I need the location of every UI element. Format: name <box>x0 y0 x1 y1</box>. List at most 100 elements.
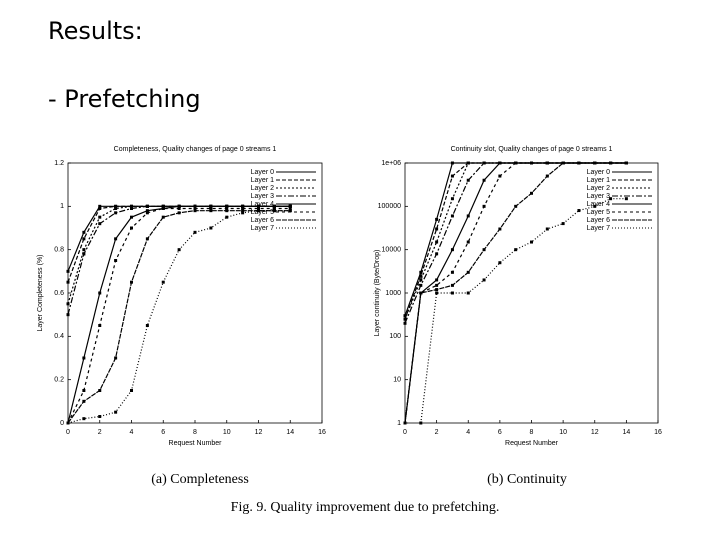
series-line <box>67 210 291 424</box>
point-marker <box>177 204 181 208</box>
legend-label: Layer 6 <box>251 217 274 224</box>
subfigure-caption: (b) Continuity <box>487 472 567 487</box>
point-marker <box>161 204 165 208</box>
point-marker <box>514 161 518 165</box>
point-marker <box>466 270 470 274</box>
x-tick-label: 4 <box>130 429 134 436</box>
y-tick-label: 10 <box>393 377 401 384</box>
point-marker <box>466 291 470 295</box>
bullet: - Prefetching <box>48 85 201 113</box>
point-marker <box>257 207 260 210</box>
point-marker <box>82 230 86 234</box>
point-marker <box>98 204 102 208</box>
point-marker <box>435 278 439 282</box>
point-marker <box>482 178 486 182</box>
x-tick-label: 14 <box>622 429 630 436</box>
y-tick-label: 0.4 <box>54 333 64 340</box>
legend-label: Layer 3 <box>587 193 610 200</box>
point-marker <box>545 161 549 165</box>
point-marker <box>114 410 118 414</box>
legend-label: Layer 5 <box>587 209 610 216</box>
point-marker <box>435 283 439 287</box>
point-marker <box>403 321 407 325</box>
point-marker <box>466 214 470 218</box>
y-tick-label: 0 <box>60 420 64 427</box>
point-marker <box>114 356 118 360</box>
point-marker <box>98 207 102 210</box>
point-marker <box>145 237 149 241</box>
point-marker <box>130 280 133 284</box>
point-marker <box>482 204 486 208</box>
point-marker <box>225 207 229 210</box>
point-marker <box>114 211 118 215</box>
y-axis-label: Layer continuity (Byte/Drop) <box>374 250 381 337</box>
point-marker <box>114 259 118 262</box>
point-marker <box>435 240 439 244</box>
point-marker <box>145 211 149 215</box>
y-tick-label: 1e+06 <box>381 160 401 167</box>
point-marker <box>82 389 86 392</box>
point-marker <box>130 226 133 230</box>
legend-label: Layer 5 <box>251 209 274 216</box>
point-marker <box>82 356 86 360</box>
point-marker <box>403 314 407 318</box>
point-marker <box>577 209 581 213</box>
point-marker <box>257 209 260 213</box>
y-axis-label: Layer Completeness (%) <box>37 254 44 331</box>
y-tick-label: 1 <box>397 420 401 427</box>
point-marker <box>82 237 86 241</box>
point-marker <box>466 240 470 244</box>
point-marker <box>98 215 102 219</box>
y-tick-label: 100 <box>389 333 401 340</box>
legend-label: Layer 6 <box>587 217 610 224</box>
legend-label: Layer 0 <box>587 169 610 176</box>
point-marker <box>498 261 502 265</box>
point-marker <box>193 207 197 210</box>
x-tick-label: 10 <box>223 429 231 436</box>
series-line <box>67 210 291 424</box>
point-marker <box>193 230 197 234</box>
point-marker <box>161 207 165 210</box>
point-marker <box>241 207 245 210</box>
point-marker <box>66 269 70 273</box>
point-marker <box>82 399 86 403</box>
series-line <box>67 207 291 424</box>
point-marker <box>450 270 454 274</box>
point-marker <box>177 211 181 215</box>
point-marker <box>435 217 439 221</box>
point-marker <box>161 215 165 219</box>
x-tick-label: 12 <box>255 429 263 436</box>
y-tick-label: 10000 <box>382 247 402 254</box>
point-marker <box>403 421 407 425</box>
chart-title: Continuity slot, Quality changes of page… <box>451 146 613 153</box>
point-marker <box>530 161 533 165</box>
point-marker <box>145 209 149 213</box>
x-tick-label: 16 <box>654 429 662 436</box>
point-marker <box>450 174 454 178</box>
legend-label: Layer 7 <box>587 225 610 232</box>
point-marker <box>419 274 423 278</box>
point-marker <box>609 161 613 165</box>
point-marker <box>209 209 213 213</box>
legend-label: Layer 4 <box>251 201 274 208</box>
point-marker <box>98 291 102 295</box>
point-marker <box>288 209 292 213</box>
point-marker <box>482 161 486 165</box>
point-marker <box>450 214 454 218</box>
x-tick-label: 16 <box>318 429 326 436</box>
x-axis-label: Request Number <box>505 440 559 447</box>
point-marker <box>272 207 276 210</box>
point-marker <box>624 197 628 201</box>
point-marker <box>98 415 102 418</box>
point-marker <box>561 161 565 165</box>
legend-label: Layer 4 <box>587 201 610 208</box>
point-marker <box>514 248 518 252</box>
point-marker <box>419 270 423 274</box>
x-tick-label: 12 <box>591 429 599 436</box>
point-marker <box>593 161 597 165</box>
x-tick-label: 2 <box>435 429 439 436</box>
point-marker <box>530 240 533 244</box>
point-marker <box>177 248 181 252</box>
